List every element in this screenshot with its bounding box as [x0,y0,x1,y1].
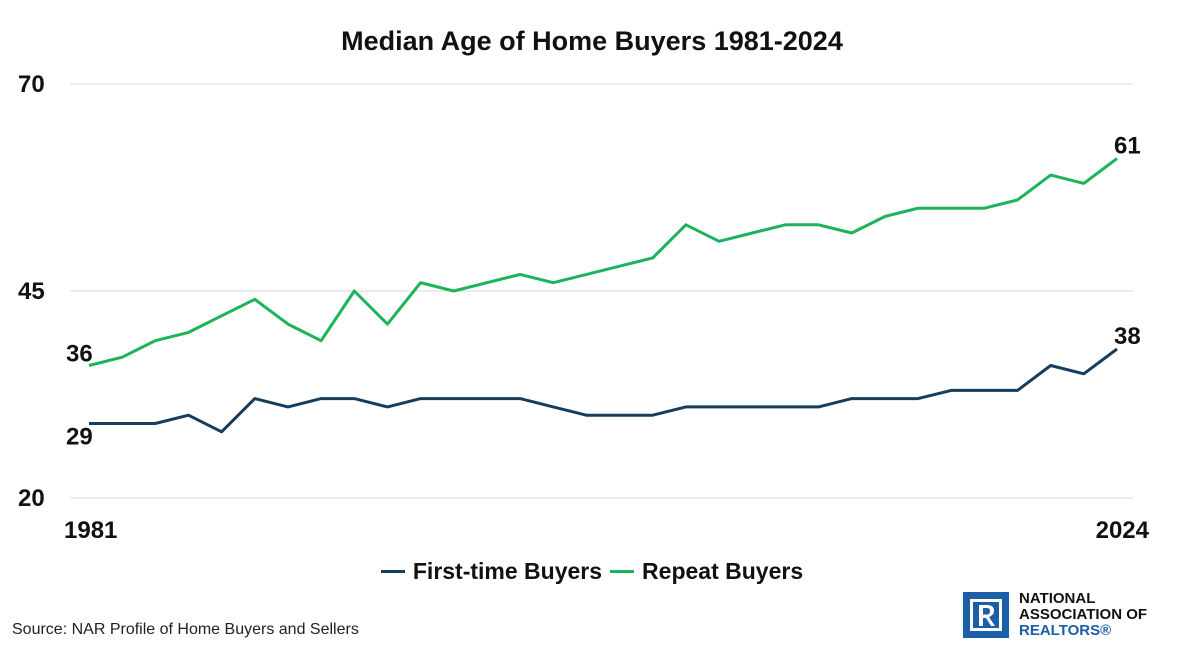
x-tick-label: 1981 [64,517,117,544]
legend-label-first-time: First-time Buyers [412,558,603,584]
y-axis-ticks: 70 45 20 [18,71,45,512]
nar-logo: NATIONAL ASSOCIATION OF REALTORS® [963,591,1147,639]
series-end-labels: 29 38 36 61 [66,133,1141,451]
logo-line-1: NATIONAL [1019,590,1096,607]
series-end-label: 38 [1114,323,1141,350]
gridlines [70,83,1133,499]
series-end-label: 61 [1114,133,1141,160]
chart-title: Median Age of Home Buyers 1981-2024 [341,26,843,56]
series-start-label: 29 [66,423,93,450]
logo-line-2: ASSOCIATION OF [1019,606,1148,623]
logo-line-3: REALTORS® [1019,622,1112,639]
x-axis-ticks: 1981 2024 [64,517,1150,544]
legend-item-repeat: Repeat Buyers [610,558,803,585]
y-tick-label: 45 [18,278,45,305]
line-chart: 70 45 20 1981 2024 29 38 36 61 [18,71,1150,544]
legend: First-time Buyers Repeat Buyers [0,558,1184,585]
y-tick-label: 70 [18,71,45,98]
logo-wordmark: NATIONAL ASSOCIATION OF REALTORS® [1019,591,1147,639]
source-note: Source: NAR Profile of Home Buyers and S… [12,621,359,638]
series-line-repeat-buyers [88,157,1118,367]
series-lines [88,157,1118,434]
series-start-label: 36 [66,341,93,368]
series-line-first-time-buyers [89,347,1118,434]
y-tick-label: 20 [18,485,45,512]
legend-swatch-repeat [610,570,635,573]
realtor-r-icon [963,592,1009,638]
legend-swatch-first-time [380,570,405,573]
x-tick-label: 2024 [1096,517,1150,544]
legend-label-repeat: Repeat Buyers [642,558,804,584]
legend-item-first-time: First-time Buyers [380,558,603,585]
